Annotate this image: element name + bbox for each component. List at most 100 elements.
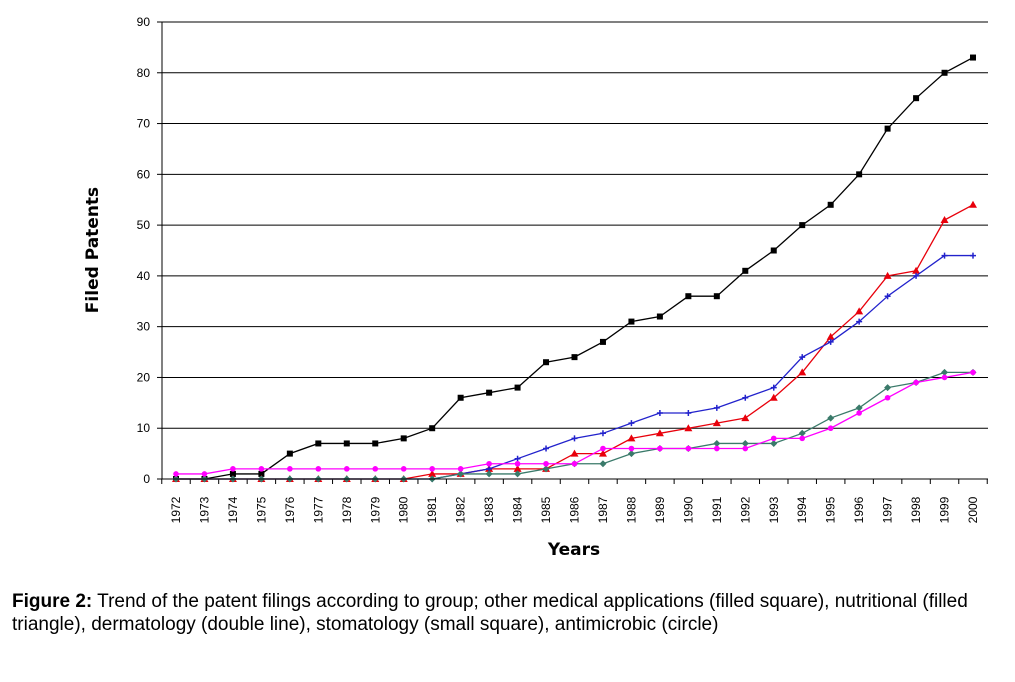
data-point: [400, 435, 407, 442]
x-tick-label: 1995: [824, 496, 838, 523]
x-tick-label: 1972: [169, 496, 183, 523]
x-tick-label: 1996: [852, 496, 866, 523]
data-point: [713, 439, 721, 447]
data-point: [884, 125, 891, 132]
data-point: [913, 95, 920, 102]
data-point: [970, 369, 976, 376]
x-tick-label: 1999: [938, 496, 952, 523]
data-point: [827, 414, 835, 422]
x-tick-label: 1976: [283, 496, 297, 523]
data-point: [542, 465, 550, 473]
data-point: [628, 420, 635, 427]
data-point: [457, 394, 464, 401]
data-point: [571, 354, 578, 361]
data-point: [485, 470, 493, 478]
x-tick-label: 1975: [254, 496, 268, 523]
data-point: [315, 440, 322, 447]
data-point: [685, 293, 692, 300]
x-tick-label: 1974: [226, 496, 240, 523]
data-point: [627, 450, 635, 458]
y-tick-label: 0: [143, 472, 150, 486]
x-tick-label: 1992: [738, 496, 752, 523]
data-point: [884, 394, 891, 401]
data-point: [685, 409, 692, 416]
data-point: [713, 404, 720, 411]
data-point: [742, 394, 749, 401]
x-tick-label: 1988: [624, 496, 638, 523]
data-point: [486, 389, 493, 396]
x-tick-label: 1982: [454, 496, 468, 523]
caption-text: Trend of the patent filings according to…: [12, 591, 968, 635]
data-point: [429, 425, 436, 432]
data-point: [286, 450, 293, 457]
y-tick-label: 20: [137, 370, 151, 384]
data-point: [657, 445, 663, 452]
x-tick-label: 1977: [311, 496, 325, 523]
data-point: [741, 414, 750, 422]
data-point: [770, 384, 777, 391]
data-point: [513, 464, 522, 472]
data-point: [543, 445, 550, 452]
data-point: [229, 470, 236, 477]
y-tick-label: 80: [137, 66, 151, 80]
data-point: [742, 267, 749, 274]
caption-label: Figure 2:: [12, 591, 93, 612]
data-point: [742, 445, 749, 452]
gridlines: [162, 21, 988, 429]
data-point: [315, 466, 322, 472]
data-point: [287, 466, 293, 472]
series-line: [176, 254, 973, 480]
y-tick-label: 10: [137, 421, 151, 435]
series-1: [173, 54, 976, 482]
data-point: [598, 449, 607, 457]
data-point: [913, 272, 920, 279]
data-point: [457, 470, 465, 478]
data-point: [570, 449, 579, 457]
data-point: [770, 247, 777, 254]
x-tick-label: 1989: [653, 496, 667, 523]
series-group: [172, 54, 977, 483]
data-point: [571, 435, 578, 442]
data-point: [201, 471, 208, 477]
data-point: [798, 368, 807, 376]
data-point: [714, 445, 720, 452]
y-tick-label: 40: [137, 269, 151, 283]
data-point: [486, 460, 492, 467]
data-point: [713, 293, 720, 300]
x-tick-label: 1985: [539, 496, 553, 523]
x-tick-label: 1986: [568, 496, 582, 523]
x-tick-label: 1998: [909, 496, 923, 523]
data-point: [173, 471, 179, 477]
data-point: [372, 466, 379, 472]
data-point: [457, 466, 464, 472]
series-line: [176, 371, 974, 475]
data-point: [600, 445, 606, 452]
x-tick-label: 1984: [511, 496, 525, 523]
x-tick-label: 1980: [397, 496, 411, 523]
data-point: [912, 266, 921, 274]
data-point: [543, 359, 550, 366]
y-tick-label: 70: [137, 117, 151, 131]
figure-caption: Figure 2: Trend of the patent filings ac…: [12, 590, 1002, 636]
data-point: [343, 466, 350, 472]
y-tick-label: 90: [137, 15, 151, 29]
data-point: [429, 466, 435, 472]
data-point: [655, 429, 664, 437]
data-point: [656, 313, 663, 320]
x-tick-label: 1981: [425, 496, 439, 523]
data-point: [343, 440, 350, 447]
data-point: [627, 434, 636, 442]
data-point: [941, 368, 949, 376]
y-tick-label: 50: [137, 218, 151, 232]
data-point: [856, 318, 863, 325]
data-point: [428, 469, 437, 477]
data-point: [799, 435, 806, 442]
data-point: [884, 293, 891, 300]
data-point: [827, 425, 834, 432]
data-point: [599, 460, 607, 468]
x-tick-label: 1990: [681, 496, 695, 523]
data-point: [855, 307, 864, 315]
x-tick-label: 1979: [368, 496, 382, 523]
x-tick-label: 1994: [795, 496, 809, 523]
data-point: [258, 470, 265, 477]
